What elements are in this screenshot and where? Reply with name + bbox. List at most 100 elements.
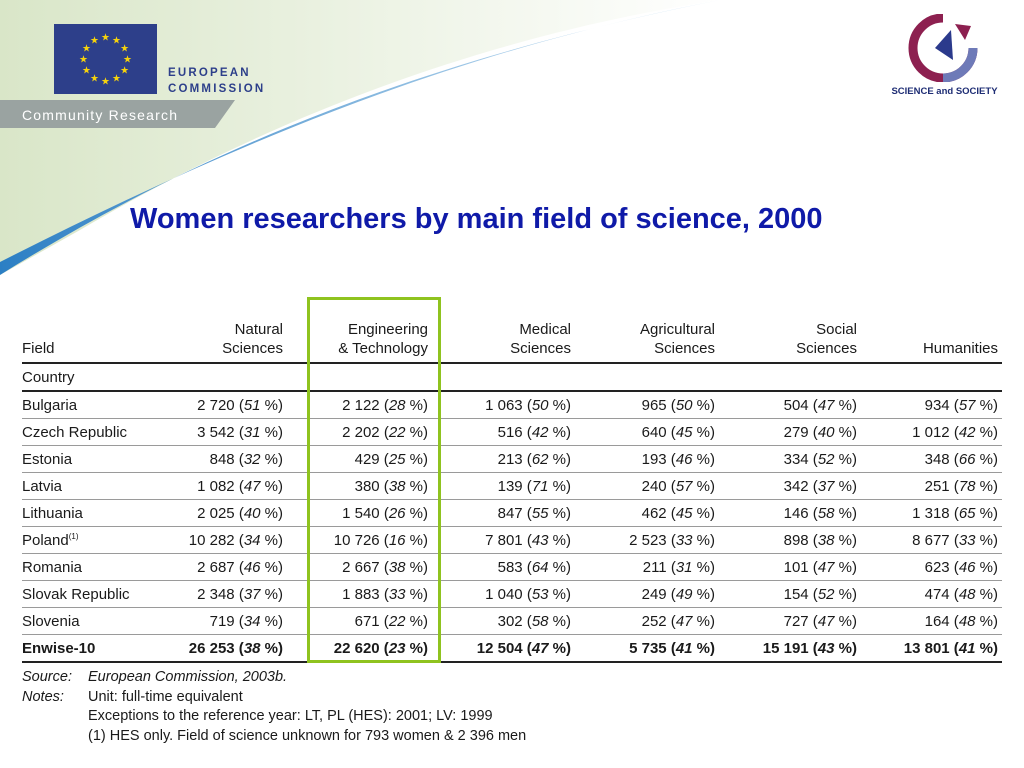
col-header-line2: Sciences	[796, 340, 857, 357]
value-cell: 279 (40 %)	[719, 418, 861, 446]
value-cell: 2 122 (28 %)	[287, 391, 432, 419]
table-row: Bulgaria 2 720 (51 %) 2 122 (28 %) 1 063 (5…	[22, 391, 1002, 419]
col-header-natural: Natural Sciences	[172, 312, 287, 364]
value-cell: 10 726 (16 %)	[287, 526, 432, 554]
col-header-line2: Humanities	[922, 340, 998, 357]
percent-value: 40	[243, 504, 261, 522]
col-header-medical: Medical Sciences	[432, 312, 575, 364]
value-cell: 251 (78 %)	[861, 472, 1002, 500]
percent-value: 37	[243, 585, 261, 603]
col-header-line1: Engineering	[347, 321, 428, 338]
percent-value: 50	[675, 396, 693, 414]
percent-value: 55	[531, 504, 549, 522]
value-cell: 252 (47 %)	[575, 607, 719, 635]
table-row: Slovak Republic 2 348 (37 %) 1 883 (33 %) 1…	[22, 580, 1002, 608]
value-cell: 8 677 (33 %)	[861, 526, 1002, 554]
percent-value: 64	[531, 558, 549, 576]
percent-value: 49	[675, 585, 693, 603]
percent-value: 45	[675, 504, 693, 522]
note-line: (1) HES only. Field of science unknown f…	[88, 727, 527, 744]
percent-value: 23	[388, 639, 406, 657]
percent-value: 66	[958, 450, 976, 468]
percent-value: 50	[531, 396, 549, 414]
percent-value: 47	[817, 396, 835, 414]
percent-value: 46	[675, 450, 693, 468]
percent-value: 16	[388, 531, 406, 549]
percent-value: 42	[958, 423, 976, 441]
percent-value: 38	[388, 558, 406, 576]
eu-flag-logo: ★ ★★★★★★★★★★★	[54, 24, 157, 94]
percent-value: 46	[958, 558, 976, 576]
eu-line-1: EUROPEAN	[168, 67, 251, 79]
value-cell: 2 202 (22 %)	[287, 418, 432, 446]
country-name: Estonia	[22, 445, 172, 473]
value-cell: 898 (38 %)	[719, 526, 861, 554]
table-row: Czech Republic 3 542 (31 %) 2 202 (22 %) 51…	[22, 418, 1002, 446]
percent-value: 31	[675, 558, 693, 576]
value-cell: 1 012 (42 %)	[861, 418, 1002, 446]
value-cell: 2 667 (38 %)	[287, 553, 432, 581]
value-cell: 504 (47 %)	[719, 391, 861, 419]
value-cell: 164 (48 %)	[861, 607, 1002, 635]
value-cell: 101 (47 %)	[719, 553, 861, 581]
value-cell: 719 (34 %)	[172, 607, 287, 635]
percent-value: 41	[958, 639, 976, 657]
col-header-line1: Agricultural	[639, 321, 715, 338]
country-name: Lithuania	[22, 499, 172, 527]
band-label: Community Research	[22, 107, 179, 123]
country-name: Slovak Republic	[22, 580, 172, 608]
percent-value: 51	[243, 396, 261, 414]
percent-value: 38	[817, 531, 835, 549]
percent-value: 57	[958, 396, 976, 414]
eu-wordmark: EUROPEAN COMMISSION	[168, 65, 265, 97]
eu-star-icon: ★	[90, 74, 99, 85]
percent-value: 47	[817, 612, 835, 630]
percent-value: 43	[817, 639, 835, 657]
eu-line-2: COMMISSION	[168, 83, 266, 95]
eu-star-icon: ★	[120, 44, 129, 55]
percent-value: 38	[243, 639, 261, 657]
col-header-line2: Sciences	[510, 340, 571, 357]
percent-value: 33	[958, 531, 976, 549]
value-cell: 342 (37 %)	[719, 472, 861, 500]
value-cell: 5 735 (41 %)	[575, 634, 719, 663]
percent-value: 34	[243, 531, 261, 549]
percent-value: 40	[817, 423, 835, 441]
country-name: Romania	[22, 553, 172, 581]
eu-star-icon: ★	[82, 66, 91, 77]
percent-value: 48	[958, 585, 976, 603]
researchers-table: Field Natural Sciences Engineering & Techn…	[22, 312, 1002, 663]
percent-value: 42	[531, 423, 549, 441]
percent-value: 26	[388, 504, 406, 522]
percent-value: 22	[388, 612, 406, 630]
eu-star-icon: ★	[101, 33, 110, 44]
percent-value: 38	[388, 477, 406, 495]
engineering-column-highlight	[307, 297, 441, 663]
value-cell: 623 (46 %)	[861, 553, 1002, 581]
table-row: Estonia 848 (32 %) 429 (25 %) 213 (62 %) 193…	[22, 445, 1002, 473]
percent-value: 58	[531, 612, 549, 630]
value-cell: 13 801 (41 %)	[861, 634, 1002, 663]
percent-value: 46	[243, 558, 261, 576]
percent-value: 78	[958, 477, 976, 495]
field-header: Field	[22, 312, 172, 364]
percent-value: 33	[388, 585, 406, 603]
eu-star-icon: ★	[90, 35, 99, 46]
percent-value: 34	[243, 612, 261, 630]
value-cell: 429 (25 %)	[287, 445, 432, 473]
table-row: Slovenia 719 (34 %) 671 (22 %) 302 (58 %) 25…	[22, 607, 1002, 635]
country-subheader-row: Country	[22, 363, 1002, 392]
value-cell: 10 282 (34 %)	[172, 526, 287, 554]
col-header-engineering: Engineering & Technology	[287, 312, 432, 364]
value-cell: 15 191 (43 %)	[719, 634, 861, 663]
percent-value: 37	[817, 477, 835, 495]
note-line: Exceptions to the reference year: LT, PL…	[88, 708, 493, 724]
science-society-label: SCIENCE and SOCIETY	[891, 86, 998, 97]
source-label: Source:	[22, 669, 72, 685]
country-name: Bulgaria	[22, 391, 172, 419]
eu-star-icon: ★	[120, 66, 129, 77]
percent-value: 41	[675, 639, 693, 657]
percent-value: 52	[817, 450, 835, 468]
table-row: Lithuania 2 025 (40 %) 1 540 (26 %) 847 (55…	[22, 499, 1002, 527]
table-row: Romania 2 687 (46 %) 2 667 (38 %) 583 (64 %…	[22, 553, 1002, 581]
